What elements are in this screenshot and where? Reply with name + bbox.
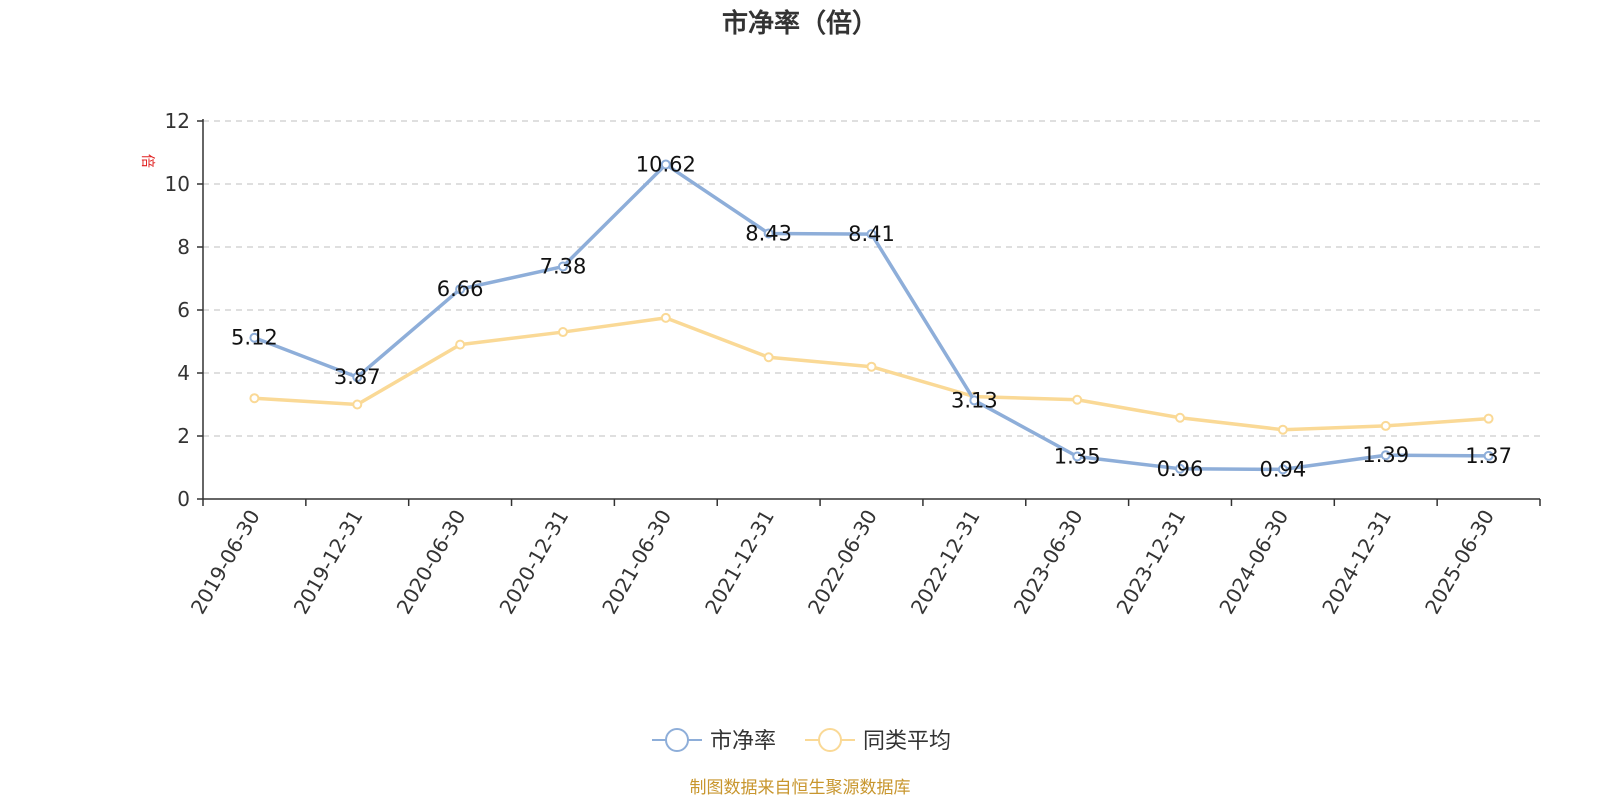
data-point xyxy=(1483,413,1494,424)
series-line xyxy=(253,162,1489,472)
y-tick-label: 0 xyxy=(177,487,190,511)
data-label: 6.66 xyxy=(437,277,484,301)
x-tick-label: 2021-06-30 xyxy=(597,506,676,619)
data-label: 1.39 xyxy=(1362,443,1409,467)
data-point xyxy=(866,229,877,240)
data-point xyxy=(660,312,671,323)
data-point xyxy=(1277,464,1288,475)
series-line xyxy=(254,316,1489,432)
data-point xyxy=(1483,450,1494,461)
y-tick-label: 4 xyxy=(177,361,190,385)
data-point xyxy=(249,393,260,404)
y-tick-label: 2 xyxy=(177,424,190,448)
data-point xyxy=(352,399,363,410)
data-point xyxy=(557,327,568,338)
data-point xyxy=(763,228,774,239)
data-point xyxy=(1380,420,1391,431)
y-tick-label: 12 xyxy=(165,109,190,133)
data-point xyxy=(1175,412,1186,423)
grid-lines xyxy=(203,120,1540,437)
data-point xyxy=(866,361,877,372)
source-note: 制图数据来自恒生聚源数据库 xyxy=(690,778,911,798)
legend-marker-icon xyxy=(818,728,842,752)
data-label: 0.94 xyxy=(1260,457,1307,481)
data-labels: 5.12 3.87 6.66 7.38 10.62 8.43 8.41 3.13 1.35 0.9… xyxy=(231,152,1512,481)
data-label: 8.43 xyxy=(745,221,792,245)
data-label: 7.38 xyxy=(540,255,587,279)
legend: 市净率 同类平均 xyxy=(652,728,951,754)
y-tick-label: 8 xyxy=(177,235,190,259)
x-tick-label: 2019-12-31 xyxy=(289,506,368,619)
data-point xyxy=(1175,463,1186,474)
legend-marker-icon xyxy=(665,728,689,752)
y-tick-label: 10 xyxy=(165,172,190,196)
legend-label: 同类平均 xyxy=(863,729,951,754)
data-label: 3.87 xyxy=(334,365,381,389)
data-label: 0.96 xyxy=(1157,457,1204,481)
series-layer xyxy=(249,159,1494,475)
x-tick-label: 2024-12-31 xyxy=(1317,506,1396,619)
data-point xyxy=(1380,450,1391,461)
data-point xyxy=(1072,451,1083,462)
data-point xyxy=(455,339,466,350)
data-point xyxy=(455,284,466,295)
y-axis-unit-label: 倍 xyxy=(139,154,155,168)
chart-title: 市净率（倍） xyxy=(722,8,878,39)
data-label: 8.41 xyxy=(848,222,895,246)
data-point xyxy=(352,372,363,383)
data-point xyxy=(557,261,568,272)
legend-label: 市净率 xyxy=(710,729,776,754)
data-point xyxy=(969,395,980,406)
data-point xyxy=(763,352,774,363)
x-tick-label: 2021-12-31 xyxy=(700,506,779,619)
data-point xyxy=(249,332,260,343)
x-tick-label: 2024-06-30 xyxy=(1214,506,1293,619)
x-tick-label: 2020-12-31 xyxy=(494,506,573,619)
x-tick-label: 2022-12-31 xyxy=(906,506,985,619)
x-tick-label: 2022-06-30 xyxy=(803,506,882,619)
y-tick-label: 6 xyxy=(177,298,190,322)
data-label: 1.37 xyxy=(1465,444,1512,468)
data-label: 3.13 xyxy=(951,388,998,412)
x-tick-label: 2023-12-31 xyxy=(1111,506,1190,619)
x-tick-label: 2025-06-30 xyxy=(1420,506,1499,619)
data-point xyxy=(1277,424,1288,435)
data-label: 10.62 xyxy=(636,152,696,176)
x-tick-label: 2019-06-30 xyxy=(186,506,265,619)
data-point xyxy=(660,159,671,170)
data-label: 1.35 xyxy=(1054,444,1101,468)
data-label: 5.12 xyxy=(231,326,278,350)
x-tick-label: 2020-06-30 xyxy=(392,505,471,618)
x-tick-label: 2023-06-30 xyxy=(1009,506,1088,619)
data-point xyxy=(1072,394,1083,405)
